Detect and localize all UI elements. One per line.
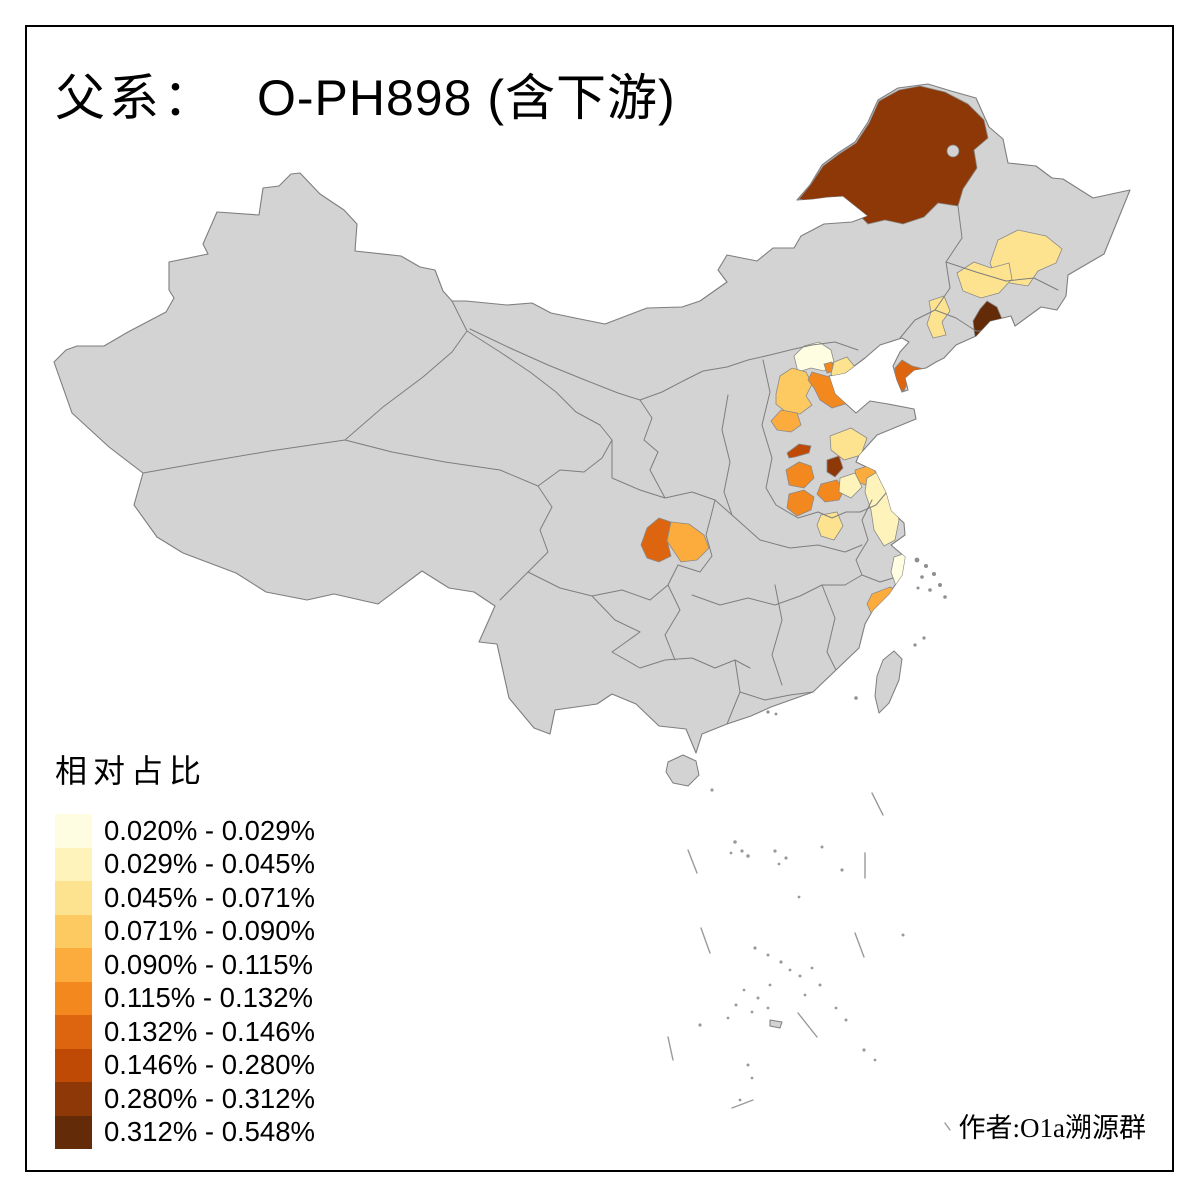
legend-swatch: [55, 814, 92, 848]
legend-swatch: [55, 1048, 92, 1082]
legend-swatch: [55, 847, 92, 881]
legend-swatch: [55, 948, 92, 982]
legend-item: 0.115% - 0.132%: [55, 981, 315, 1015]
map-enclave: [946, 144, 960, 158]
legend: 相对占比 0.020% - 0.029% 0.029% - 0.045% 0.045…: [55, 746, 315, 1149]
legend-swatch: [55, 981, 92, 1015]
attribution: 作者:O1a溯源群: [958, 1113, 1146, 1143]
legend-label: 0.280% - 0.312%: [104, 1082, 315, 1114]
plot-border: [25, 25, 1174, 1172]
legend-label: 0.090% - 0.115%: [104, 948, 313, 980]
map-patch-w-shandong: [816, 479, 845, 503]
legend-item: 0.071% - 0.090%: [55, 914, 315, 948]
coastal-island-specks: [766, 557, 947, 716]
legend-label: 0.020% - 0.029%: [104, 814, 315, 846]
legend-item: 0.090% - 0.115%: [55, 948, 315, 982]
legend-swatch: [55, 1015, 92, 1049]
legend-item: 0.280% - 0.312%: [55, 1082, 315, 1116]
map-patch-s-hebei-b: [786, 489, 815, 517]
legend-swatch: [55, 1082, 92, 1116]
legend-label: 0.045% - 0.071%: [104, 881, 315, 913]
map-patch-nw-hebei: [775, 367, 813, 415]
title-prefix: 父系：: [55, 70, 217, 126]
map-patch-sw-hebei-sliver: [786, 443, 812, 459]
legend-label: 0.312% - 0.548%: [104, 1116, 315, 1148]
legend-label: 0.115% - 0.132%: [104, 982, 313, 1014]
legend-swatch: [55, 1115, 92, 1149]
map-patch-ne-sichuan-east: [666, 521, 710, 563]
province-borders: [142, 205, 1059, 725]
map-patch-central-jilin: [926, 295, 951, 339]
legend-item: 0.312% - 0.548%: [55, 1115, 315, 1149]
legend-label: 0.029% - 0.045%: [104, 848, 315, 880]
map-patch-nw-shandong-dark: [826, 455, 844, 478]
legend-item: 0.045% - 0.071%: [55, 881, 315, 915]
map-patch-s-hebei-a: [785, 461, 815, 489]
map-patch-n-zhejiang: [890, 551, 915, 587]
legend-swatch: [55, 881, 92, 915]
legend-swatch: [55, 914, 92, 948]
legend-label: 0.146% - 0.280%: [104, 1049, 315, 1081]
legend-label: 0.132% - 0.146%: [104, 1015, 315, 1047]
map-patch-ne-inner-mongolia: [798, 85, 989, 225]
title-main: O-PH898 (含下游): [257, 70, 676, 126]
map-patch-central-heilongjiang-west: [956, 261, 1013, 299]
taiwan-island: [874, 650, 903, 714]
legend-item: 0.146% - 0.280%: [55, 1048, 315, 1082]
map-patch-central-shandong: [838, 472, 863, 499]
legend-title: 相对占比: [55, 753, 208, 789]
islands: [665, 650, 903, 1029]
south-china-sea-features: [667, 788, 951, 1131]
legend-items: 0.020% - 0.029% 0.029% - 0.045% 0.045% - 0…: [55, 814, 315, 1149]
legend-item: 0.132% - 0.146%: [55, 1015, 315, 1049]
china-mainland-shape: [53, 83, 1131, 754]
map-title: 父系： O-PH898 (含下游): [55, 58, 676, 130]
legend-item: 0.020% - 0.029%: [55, 814, 315, 848]
map-patch-sw-shandong: [816, 511, 844, 541]
scs-islet: [769, 1019, 783, 1029]
legend-item: 0.029% - 0.045%: [55, 847, 315, 881]
map-patch-central-hebei: [770, 409, 802, 433]
legend-label: 0.071% - 0.090%: [104, 915, 315, 947]
hainan-island: [665, 754, 700, 787]
